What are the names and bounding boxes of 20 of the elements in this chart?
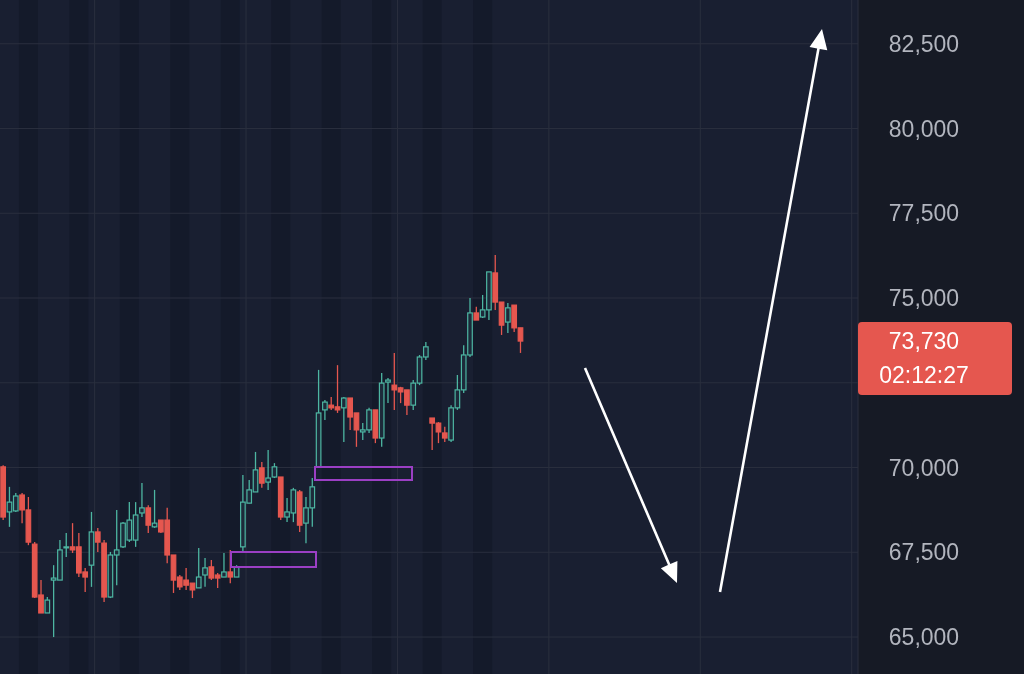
y-tick-label: 77,500 [888,200,960,227]
candlestick [145,504,152,534]
candlestick [202,557,208,588]
y-tick-label: 65,000 [888,624,960,651]
candlestick [504,302,511,334]
y-tick-label: 80,000 [888,115,960,142]
text: 73,730 [888,328,960,355]
y-tick-label: 67,500 [888,539,960,566]
y-tick-label: 82,500 [888,30,960,57]
candlestick [195,547,202,589]
candlestick [221,552,227,578]
candlestick [340,396,347,443]
y-tick-label: 70,000 [888,454,960,481]
candlestick [258,461,265,489]
candlestick [139,482,145,518]
y-tick-label: 75,000 [888,285,960,312]
candlestick [151,489,158,529]
text: 02:12:27 [879,362,969,389]
candlestick [322,399,328,421]
candlestick [63,532,70,558]
